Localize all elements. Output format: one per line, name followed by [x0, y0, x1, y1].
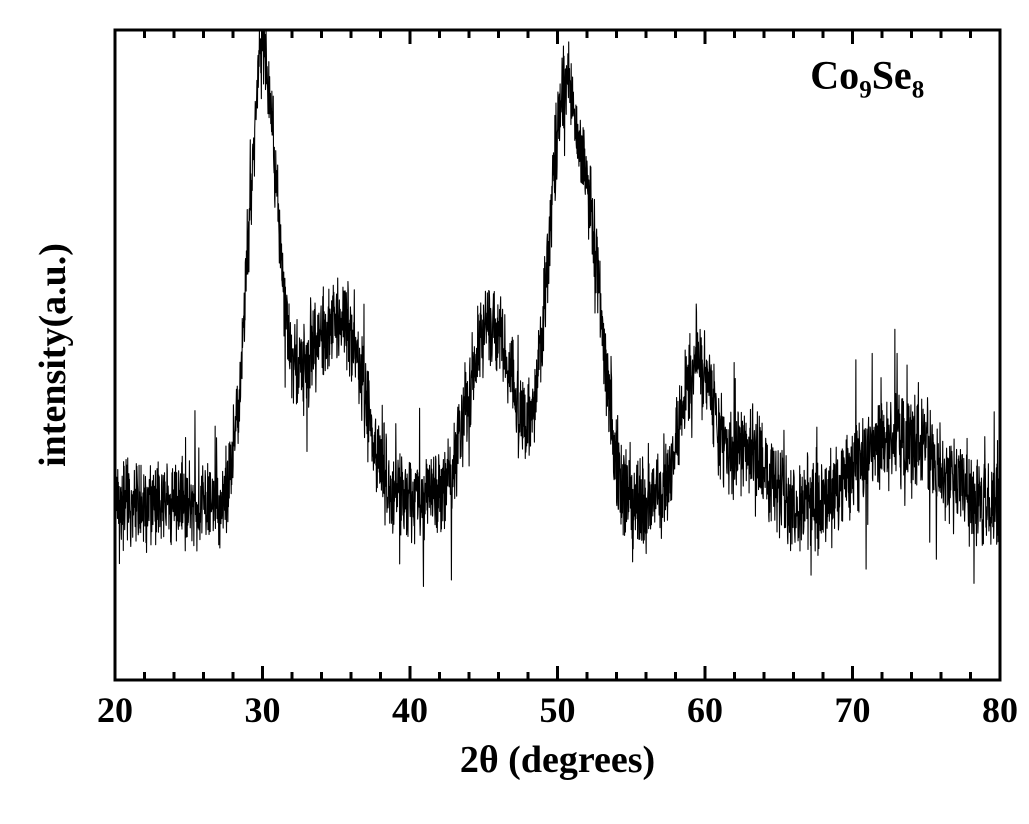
- x-axis-label: 2θ (degrees): [460, 739, 655, 781]
- x-tick-label: 80: [982, 690, 1018, 730]
- x-tick-label: 70: [835, 690, 871, 730]
- x-tick-label: 30: [245, 690, 281, 730]
- x-tick-label: 60: [687, 690, 723, 730]
- x-tick-label: 50: [540, 690, 576, 730]
- y-axis-label: intensity(a.u.): [32, 243, 74, 467]
- x-tick-label: 20: [97, 690, 133, 730]
- chart-background: [0, 0, 1029, 824]
- chart-svg: 20 30 40 50 60 70 80 2θ (degrees) intensity(a.u.…: [0, 0, 1029, 824]
- x-tick-label: 40: [392, 690, 428, 730]
- xrd-pattern-chart: 20 30 40 50 60 70 80 2θ (degrees) intensity(a.u.…: [0, 0, 1029, 824]
